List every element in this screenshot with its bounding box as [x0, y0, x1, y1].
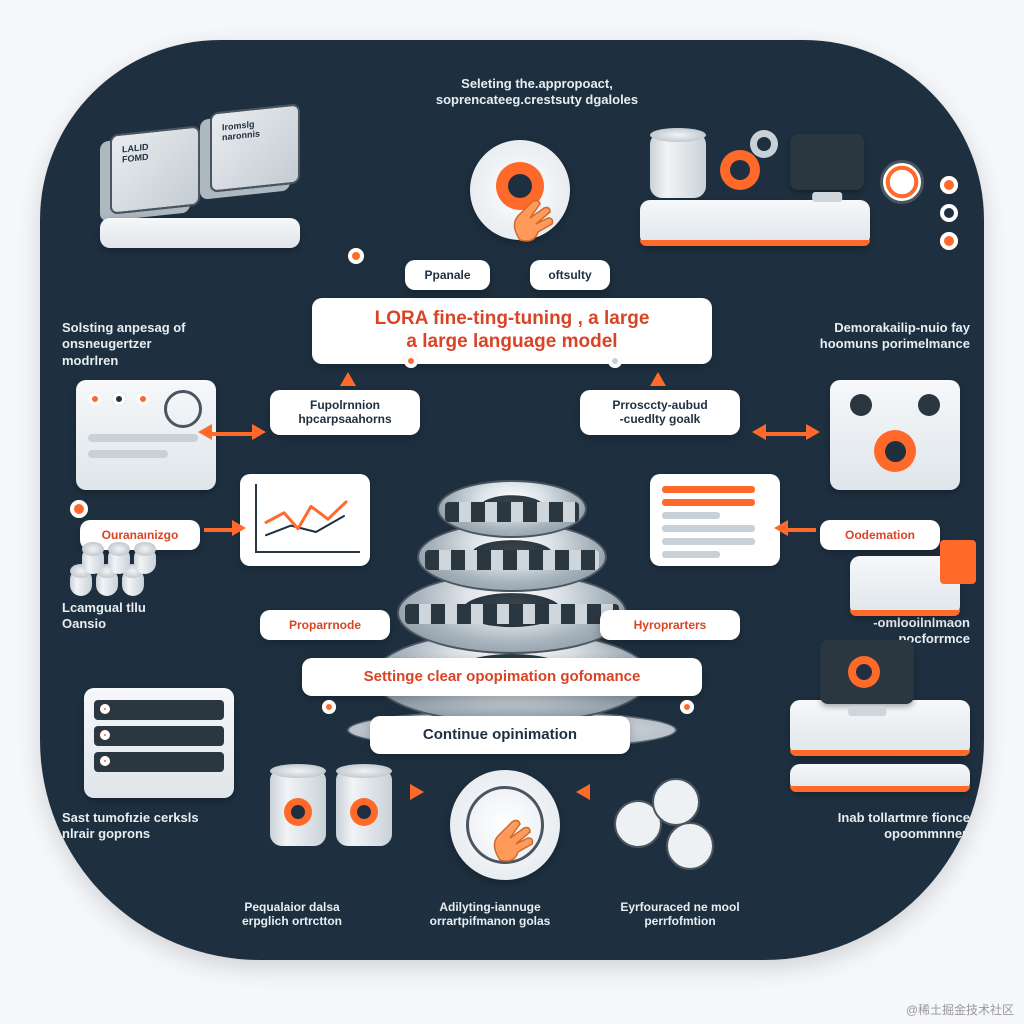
arrow-icon: [252, 424, 266, 440]
gear-icon: [350, 798, 378, 826]
cube-icon: Iromslgnaronnis: [210, 103, 300, 192]
pill-oftsulty: oftsulty: [530, 260, 610, 290]
arrow-icon: [774, 520, 788, 536]
label-left-bottom: Sast tumofızie cerksls nlrair goprons: [62, 810, 202, 843]
pill-hyroparters: Hyroprarters: [600, 610, 740, 640]
badge-icon: [404, 354, 418, 368]
platform-icon: [100, 218, 300, 248]
arrow-icon: [410, 784, 424, 800]
desk-icon: [640, 200, 870, 246]
gear-icon: [284, 798, 312, 826]
notepad-icon: [940, 540, 976, 584]
badge-icon: [348, 248, 364, 264]
badge-icon: [608, 354, 622, 368]
badge-icon: [940, 176, 958, 194]
hand-icon: [500, 190, 560, 250]
arrow-icon: [650, 372, 666, 386]
bubble-cluster-icon: [600, 770, 730, 880]
control-panel-icon: [76, 380, 216, 490]
gear-icon: [720, 150, 760, 190]
line-chart: [240, 474, 370, 566]
badge-icon: [322, 700, 336, 714]
document-card: [650, 474, 780, 566]
caption-bottom-3: Eyrfouraced ne mool perrfofmtion: [610, 900, 750, 929]
pill-oodemation: Oodemation: [820, 520, 940, 550]
badge-icon: [70, 500, 88, 518]
monitor-icon: [790, 134, 864, 190]
desk-shelf-icon: [790, 764, 970, 792]
arrow-icon: [576, 784, 590, 800]
badge-icon: [940, 204, 958, 222]
label-top-center: Seleting the.appropoact, soprencateeg.cr…: [432, 76, 642, 109]
caption-bottom-1: Pequalaior dalsa erpglich ortrctton: [222, 900, 362, 929]
label-left-mid: Solsting anpesag of onsneugertzer modrlr…: [62, 320, 202, 369]
pill-hyper-left: Fupolrnnionhpcarpsaahorns: [270, 390, 420, 435]
gear-icon: [750, 130, 778, 158]
pill-continue: Continue opinimation: [370, 716, 630, 754]
arrow-icon: [340, 372, 356, 386]
watermark-text: @稀土掘金技术社区: [906, 1001, 1014, 1018]
arrow-icon: [752, 424, 766, 440]
monitor-icon: [820, 640, 914, 704]
arrow-icon: [198, 424, 212, 440]
hand-icon: [480, 810, 540, 870]
arrow-icon: [232, 520, 246, 536]
label-right-mid: Demorakailip-nuio fay hoomuns porimelman…: [800, 320, 970, 353]
title-pill: LORA fine-ting-tuning , a largea large l…: [312, 298, 712, 364]
caption-bottom-2: Adilyting-iannuge orrartpifmanon golas: [420, 900, 560, 929]
server-rack-icon: [84, 688, 234, 798]
badge-icon: [680, 700, 694, 714]
label-left-low: Lcamgual tlluOansio: [62, 600, 202, 633]
pill-hyper-right: Prrosccty-aubud-cuedlty goalk: [580, 390, 740, 435]
machine-icon: [830, 380, 960, 490]
label-right-bottom: Inab tollartmre fionce opoommnnen: [830, 810, 970, 843]
pill-proparrnode: Proparrnode: [260, 610, 390, 640]
cube-icon: LALIDFOMD: [110, 125, 200, 214]
pill-ppanale: Ppanale: [405, 260, 490, 290]
pill-set-goals: Settinge clear opopimation gofomance: [302, 658, 702, 696]
arrow-icon: [806, 424, 820, 440]
cylinder-icon: [650, 134, 706, 198]
badge-icon: [940, 232, 958, 250]
gauge-icon: [880, 160, 924, 204]
